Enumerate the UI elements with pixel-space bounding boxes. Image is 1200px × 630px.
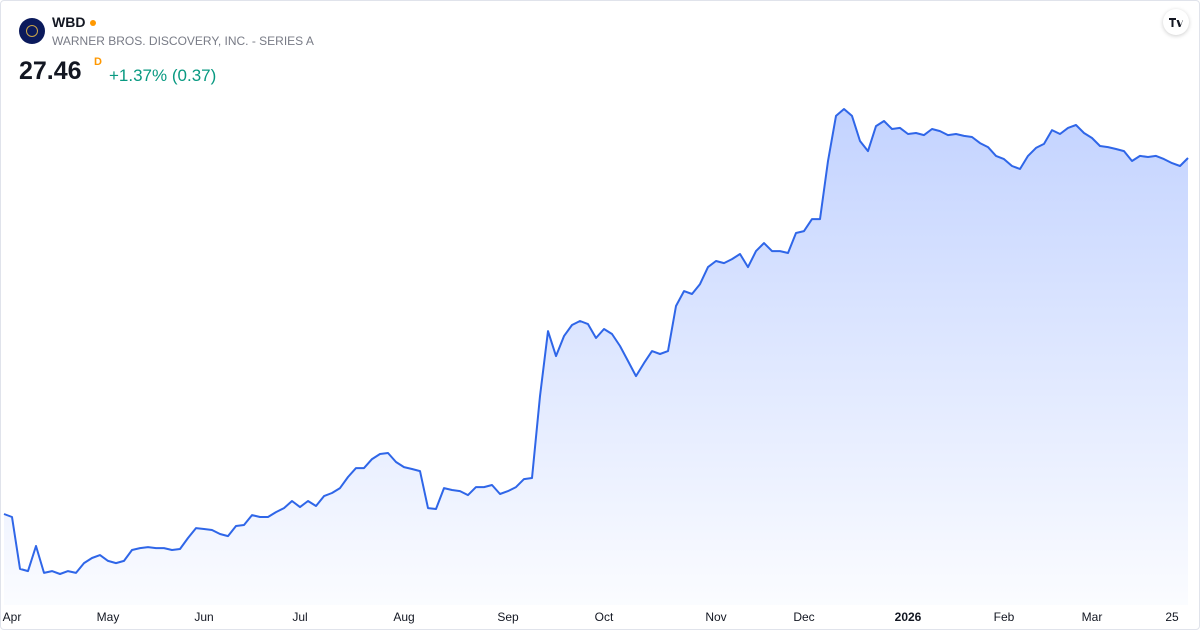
x-tick-label: Jul [292,610,307,624]
status-dot [90,20,97,27]
logo [19,18,45,44]
x-tick-label: Feb [994,610,1015,624]
x-tick-label: Jun [194,610,213,624]
area-fill [4,109,1188,605]
price-line [3,108,1189,575]
x-tick-label: 2026 [895,610,922,624]
company-name: WARNER BROS. DISCOVERY, INC. - SERIES A [52,34,314,48]
x-tick-label: Dec [793,610,814,624]
price-change: +1.37% (0.37) [109,66,217,85]
symbol-row: WBD [52,14,97,30]
x-tick-label: Oct [595,610,614,624]
x-tick-label: Aug [393,610,414,624]
interval: D [94,56,102,68]
x-tick-label: Sep [497,610,519,624]
x-tick-label: 25 [1165,610,1179,624]
price: 27.46 [19,57,82,85]
x-tick-label: Apr [3,610,22,624]
x-tick-label: Nov [705,610,726,624]
symbol[interactable]: WBD [52,14,86,30]
x-tick-label: May [97,610,120,624]
tv-icon [1169,18,1183,27]
x-tick-label: Mar [1082,610,1103,624]
tradingview-logo[interactable] [1163,9,1189,35]
